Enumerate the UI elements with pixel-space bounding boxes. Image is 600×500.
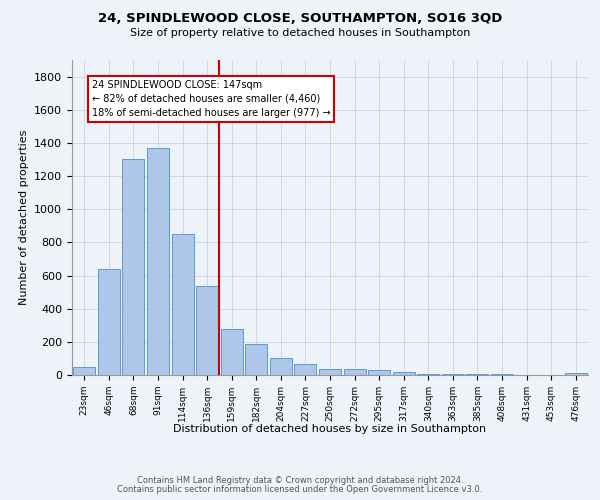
Bar [442, 374, 464, 375]
Bar [122, 158, 145, 375]
Bar [344, 369, 365, 375]
Bar [368, 370, 390, 375]
Text: 24, SPINDLEWOOD CLOSE, SOUTHAMPTON, SO16 3QD: 24, SPINDLEWOOD CLOSE, SOUTHAMPTON, SO16… [98, 12, 502, 26]
Text: Size of property relative to detached houses in Southampton: Size of property relative to detached ho… [130, 28, 470, 38]
Bar [73, 366, 95, 375]
Bar [98, 269, 120, 375]
Bar [319, 368, 341, 375]
Y-axis label: Number of detached properties: Number of detached properties [19, 130, 29, 305]
Bar [392, 372, 415, 375]
Bar [295, 364, 316, 375]
Bar [417, 374, 439, 375]
Bar [565, 373, 587, 375]
Bar [196, 286, 218, 375]
Bar [172, 234, 194, 375]
Bar [245, 344, 268, 375]
Bar [270, 358, 292, 375]
Text: Contains public sector information licensed under the Open Government Licence v3: Contains public sector information licen… [118, 484, 482, 494]
X-axis label: Distribution of detached houses by size in Southampton: Distribution of detached houses by size … [173, 424, 487, 434]
Bar [221, 330, 243, 375]
Bar [491, 374, 513, 375]
Bar [147, 148, 169, 375]
Text: 24 SPINDLEWOOD CLOSE: 147sqm
← 82% of detached houses are smaller (4,460)
18% of: 24 SPINDLEWOOD CLOSE: 147sqm ← 82% of de… [92, 80, 330, 118]
Bar [466, 374, 488, 375]
Text: Contains HM Land Registry data © Crown copyright and database right 2024.: Contains HM Land Registry data © Crown c… [137, 476, 463, 485]
